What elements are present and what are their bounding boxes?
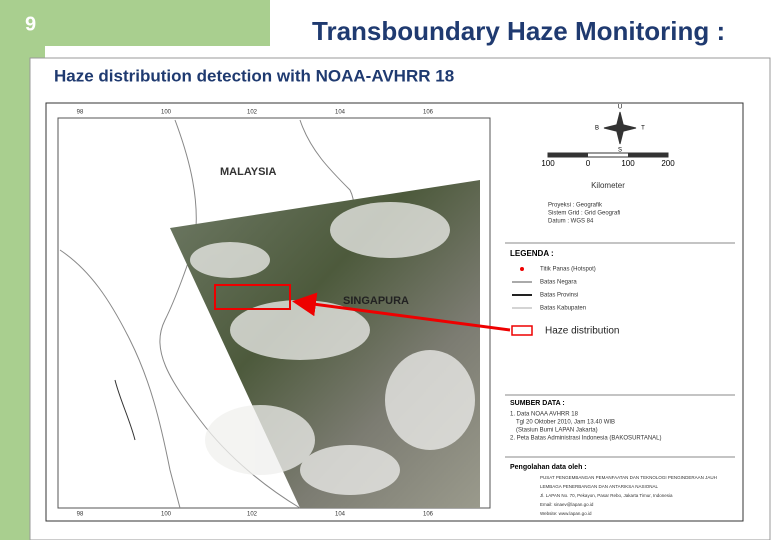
grid-label: 104 [335, 512, 346, 518]
compass-label: S [618, 148, 622, 154]
processed-line: Email: sinaev@lapan.go.id [540, 502, 594, 507]
processed-line: LEMBAGA PENERBANGAN DAN ANTARIKSA NASION… [540, 484, 658, 489]
compass-rose [603, 111, 637, 145]
legend-title: LEGENDA : [510, 249, 554, 258]
grid-label: 98 [77, 110, 84, 116]
projection-text: Proyeksi : Geografik [548, 203, 603, 209]
hotspot-symbol [520, 267, 524, 271]
map-inner-frame [57, 117, 491, 509]
grid-label: 98 [77, 512, 84, 518]
grid-label: 100 [161, 110, 172, 116]
source-item: (Stasiun Bumi LAPAN Jakarta) [516, 428, 598, 434]
compass-label: U [618, 105, 622, 111]
header-band [0, 0, 270, 46]
grid-label: 102 [247, 512, 258, 518]
legend-item: Batas Provinsi [540, 293, 578, 299]
legend-item: Batas Negara [540, 280, 577, 286]
legend-item: Titik Panas (Hotspot) [540, 267, 596, 273]
scale-label: 100 [621, 159, 635, 168]
compass-label: B [595, 126, 599, 132]
projection-text: Datum : WGS 84 [548, 219, 594, 225]
scale-label: 100 [541, 159, 555, 168]
annotation: Haze distribution [545, 326, 619, 337]
grid-label: 102 [247, 110, 258, 116]
processed-line: Website: www.lapan.go.id [540, 511, 592, 516]
city-label: SINGAPURA [343, 295, 409, 307]
title: Transboundary Haze Monitoring : [312, 16, 725, 46]
scale-bar-fill [548, 153, 588, 157]
source-item: Tgl 20 Oktober 2010, Jam 13.40 WIB [516, 420, 615, 426]
processed-line: PUSAT PENGEMBANGAN PEMANFAATAN DAN TEKNO… [540, 475, 717, 480]
source-item: 2. Peta Batas Administrasi Indonesia (BA… [510, 436, 662, 442]
source-item: 1. Data NOAA AVHRR 18 [510, 412, 579, 418]
clouds [190, 202, 475, 495]
source-title: SUMBER DATA : [510, 400, 565, 407]
scale-unit: Kilometer [591, 181, 625, 190]
haze-legend-symbol [511, 325, 533, 336]
scale-bar-fill [628, 153, 668, 157]
legend-item: Batas Kabupaten [540, 306, 586, 312]
compass-label: T [641, 126, 645, 132]
grid-label: 106 [423, 110, 434, 116]
country-label: MALAYSIA [220, 166, 276, 178]
grid-label: 106 [423, 512, 434, 518]
arrow [292, 292, 511, 332]
scale-label: 200 [661, 159, 675, 168]
slide-number: 9 [25, 13, 36, 35]
grid-label: 104 [335, 110, 346, 116]
subtitle: Haze distribution detection with NOAA-AV… [54, 66, 454, 85]
haze-box [214, 284, 291, 310]
processed-line: Jl. LAPAN No. 70, Pekayon, Pasar Rebo, J… [540, 493, 673, 498]
projection-text: Sistem Grid : Grid Geografi [548, 211, 620, 217]
scale-label: 0 [586, 159, 591, 168]
grid-label: 100 [161, 512, 172, 518]
processed-title: Pengolahan data oleh : [510, 464, 587, 471]
